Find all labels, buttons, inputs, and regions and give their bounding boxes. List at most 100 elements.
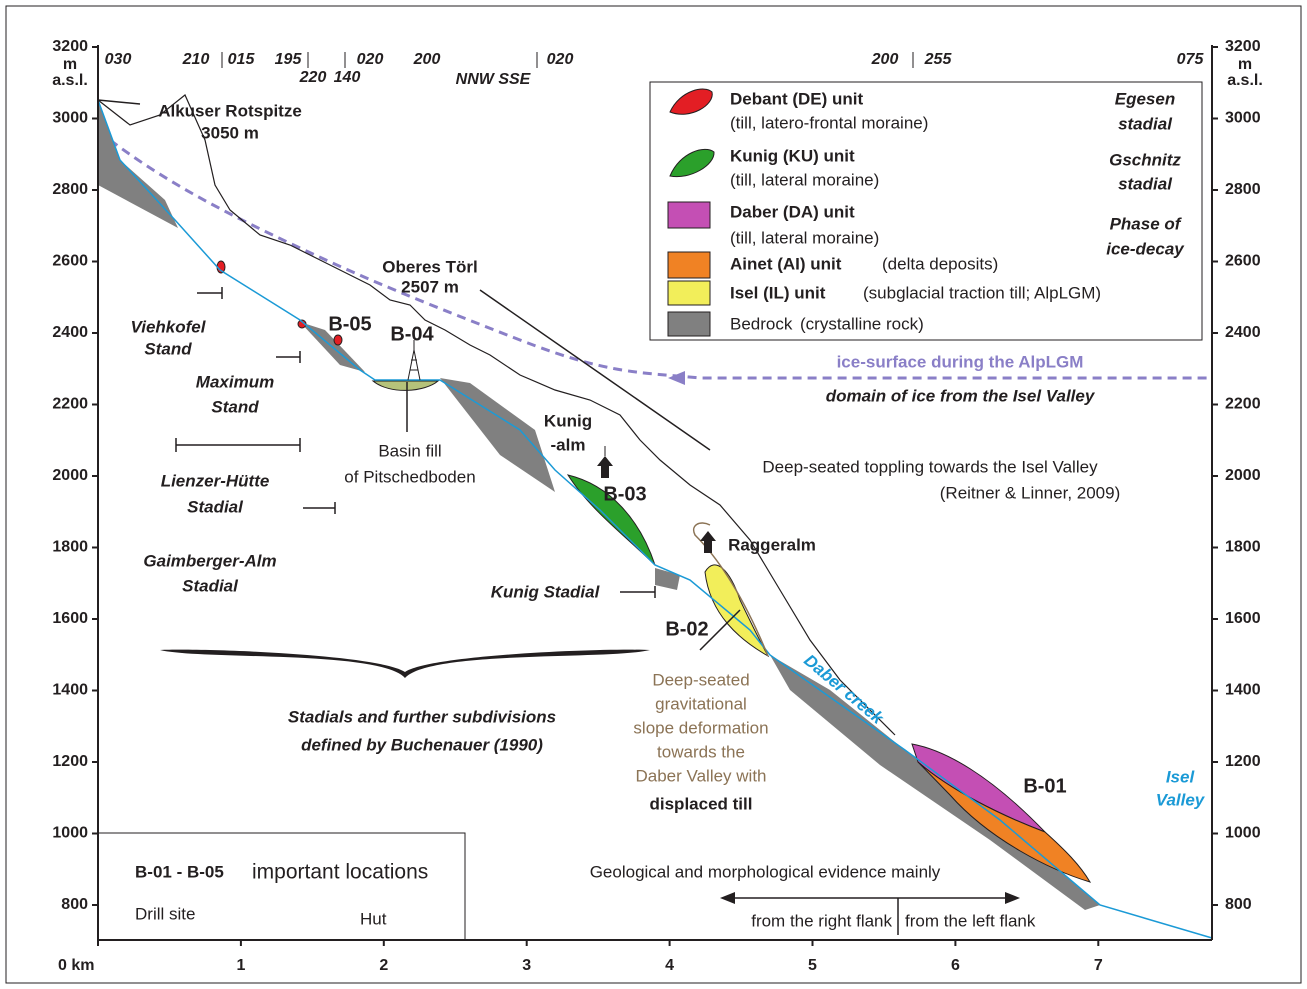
label: 2507 m	[401, 277, 459, 296]
label: Gaimberger-Alm	[143, 551, 276, 570]
legend-group: Egesen	[1115, 89, 1175, 108]
label: Raggeralm	[728, 535, 816, 554]
evidence-label: Geological and morphological evidence ma…	[590, 862, 941, 881]
legend-swatch	[669, 88, 713, 115]
bearing: 255	[924, 51, 953, 68]
key-label: Hut	[360, 909, 387, 928]
label: Viehkofel	[131, 317, 207, 336]
legend-group: stadial	[1118, 174, 1173, 193]
x-tick-label: 1	[236, 957, 245, 974]
label: Kunig	[544, 411, 592, 430]
legend-name: Isel (IL) unit	[730, 283, 826, 302]
legend-name: Ainet (AI) unit	[730, 254, 842, 273]
y-tick-label: 3000	[1225, 110, 1261, 127]
legend-swatch	[667, 311, 711, 337]
legend-detail: (crystalline rock)	[800, 314, 924, 333]
site-label: B-03	[603, 483, 646, 505]
label: Stand	[144, 339, 192, 358]
legend-name: Bedrock	[730, 314, 793, 333]
hut-icon	[700, 531, 716, 553]
legend-swatch	[667, 280, 711, 306]
axes	[97, 45, 1213, 941]
hut-icon	[597, 446, 613, 478]
basin-fill	[371, 380, 440, 391]
arrowhead	[1005, 892, 1020, 904]
y-tick-label: 800	[1225, 896, 1252, 913]
legend-detail: (till, lateral moraine)	[730, 228, 879, 247]
drill-icon	[407, 340, 421, 381]
legend-swatch	[669, 148, 715, 178]
y-unit: m	[63, 56, 77, 73]
debant-unit	[333, 334, 343, 346]
label: Basin fill	[378, 441, 441, 460]
legend-swatch	[667, 251, 711, 279]
y-tick-label: 2000	[52, 467, 88, 484]
y-tick-label: 2800	[52, 181, 88, 198]
y-tick-label: 2800	[1225, 181, 1261, 198]
label: Stadial	[182, 576, 239, 595]
y-tick-label: 2200	[52, 396, 88, 413]
label: Stadials and further subdivisions	[288, 707, 556, 726]
legend-group: Gschnitz	[1109, 150, 1181, 169]
label: Isel	[1166, 767, 1196, 786]
legend-detail: (till, latero-frontal moraine)	[730, 113, 928, 132]
label: 3050 m	[201, 123, 259, 142]
y-tick-label: 2400	[1225, 324, 1261, 341]
label: defined by Buchenauer (1990)	[301, 735, 543, 754]
site-label: B-04	[390, 323, 434, 345]
ainet-unit	[917, 761, 1092, 883]
label: slope deformation	[633, 718, 768, 737]
bearing: 220	[299, 69, 327, 86]
x-tick-label: 4	[665, 957, 674, 974]
label: Deep-seated toppling towards the Isel Va…	[762, 457, 1098, 476]
y-tick-label: 1000	[1225, 825, 1261, 842]
bearing: 020	[547, 51, 574, 68]
label: -alm	[551, 435, 586, 454]
terrain	[97, 94, 896, 736]
site-label: B-02	[665, 618, 708, 640]
legend-name: Debant (DE) unit	[730, 89, 863, 108]
debant-unit	[297, 319, 307, 329]
label: Maximum	[196, 372, 274, 391]
frame	[5, 5, 1302, 984]
label: Stadial	[187, 497, 244, 516]
isel-unit	[704, 564, 770, 658]
label: Alkuser Rotspitze	[158, 101, 302, 120]
y-tick-label: 1800	[52, 539, 88, 556]
y-tick-label: 1200	[1225, 753, 1261, 770]
ice-surface	[109, 138, 1212, 380]
y-tick-label: 2400	[52, 324, 88, 341]
legend-detail: (subglacial traction till; AlpLGM)	[863, 283, 1101, 302]
legend-box	[649, 81, 1203, 341]
bearing: 200	[413, 51, 441, 68]
bearing: 020	[357, 51, 384, 68]
legend-swatch	[667, 201, 711, 229]
label: Stand	[211, 397, 259, 416]
x-tick-label: 6	[951, 957, 960, 974]
bearing: 075	[1177, 51, 1205, 68]
ice-arrow	[668, 371, 685, 385]
arrowhead	[720, 892, 735, 904]
evidence-label: from the right flank	[751, 911, 892, 930]
label: gravitational	[655, 694, 747, 713]
label: ice-surface during the AlpLGM	[837, 352, 1084, 371]
valley-line	[97, 99, 1213, 939]
y-tick-label: 800	[61, 896, 88, 913]
key-label: Drill site	[135, 904, 195, 923]
key-label: B-01 - B-05	[135, 862, 224, 881]
key-box	[97, 832, 466, 941]
y-tick-label: 2000	[1225, 467, 1261, 484]
label: Lienzer-Hütte	[161, 471, 270, 490]
y-unit: m	[1238, 56, 1252, 73]
legend-detail: (till, lateral moraine)	[730, 170, 879, 189]
legend-group: stadial	[1118, 114, 1173, 133]
site-label: B-05	[328, 313, 371, 335]
evidence-label: from the left flank	[905, 911, 1036, 930]
label: domain of ice from the Isel Valley	[826, 386, 1096, 405]
y-tick-label: 1600	[52, 610, 88, 627]
brace	[160, 649, 650, 678]
label: Daber Valley with	[635, 766, 766, 785]
y-unit: a.s.l.	[1227, 72, 1263, 89]
label: Kunig Stadial	[491, 582, 601, 601]
label: displaced till	[650, 794, 753, 813]
